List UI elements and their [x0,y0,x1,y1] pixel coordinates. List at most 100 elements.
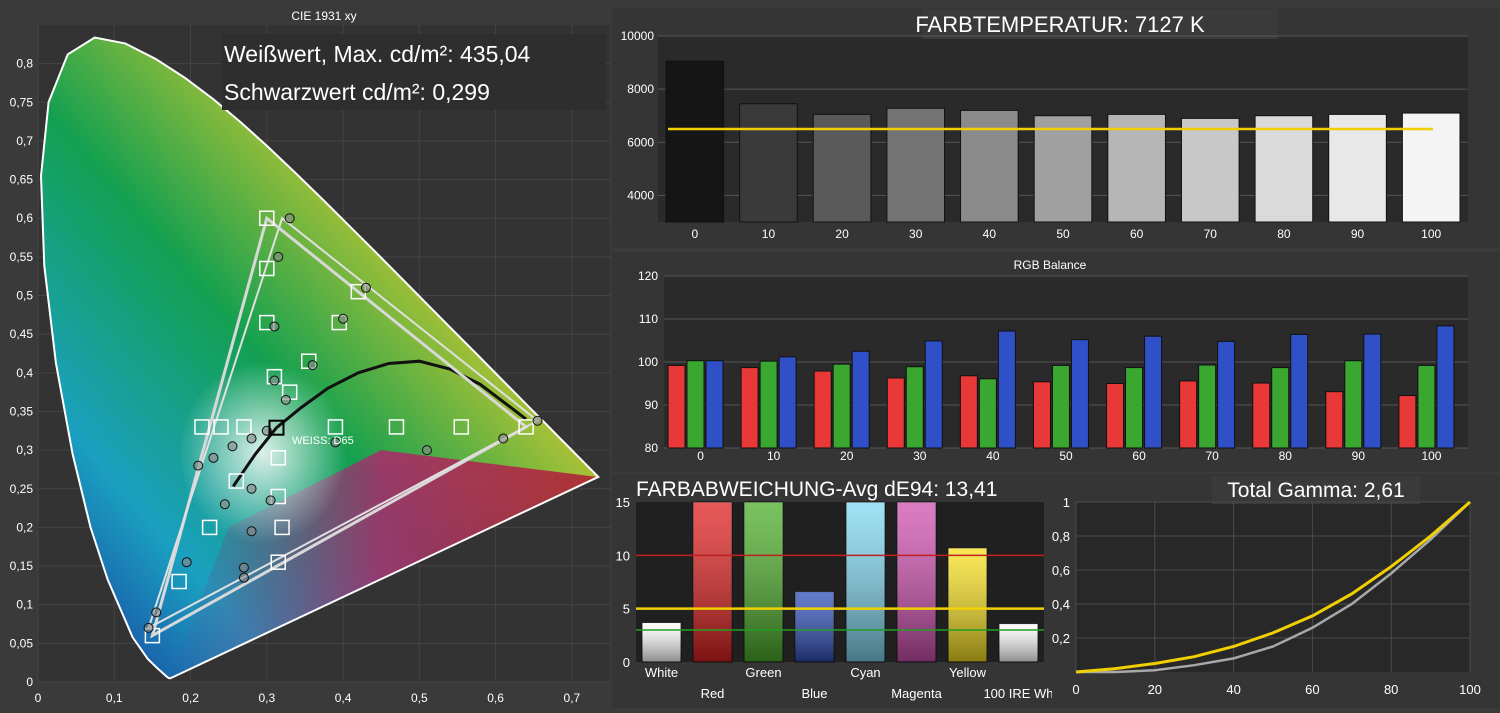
dev-y-ticks: 0 5 10 15 [616,495,630,670]
cie-y-tick: 0,2 [16,520,33,534]
rgb-bar [886,377,905,449]
measured-point-circle [284,213,295,224]
locus-white-region [162,296,403,557]
rgb-bar [1271,367,1290,449]
planckian-locus [231,359,528,488]
white-point-marker [268,419,285,436]
cie-y-tick: 0,6 [16,211,33,225]
measured-point-circle [269,375,280,386]
locus-overlays [162,296,599,679]
dev-bar-shade [948,547,987,662]
target-point-square [194,419,210,435]
rgb-bar [1290,333,1309,449]
ct-bar [960,109,1019,223]
rgb-bar [978,378,997,449]
rgb-bar [959,375,978,449]
gamma-x-tick: 60 [1305,682,1319,697]
cie-y-tick: 0,65 [10,173,34,187]
white-point-label: WEISS: D65 [292,435,354,447]
gamma-x-tick: 0 [1072,682,1079,697]
measured-point-circle [360,282,371,293]
target-point-square [327,419,344,435]
gamma-plot-area [1076,502,1470,672]
gamma-x-tick: 20 [1148,682,1162,697]
gamma-x-tick: 80 [1384,682,1398,697]
measured-point-circle [338,313,349,324]
cie-y-tick: 0,5 [16,289,33,303]
measured-point-circle [238,572,249,583]
dev-x-ticks: White Red Green Blue Cyan Magenta Yellow 100 IR… [645,665,1054,701]
gamma-y-tick: 1 [1063,495,1070,510]
target-point-square [228,473,245,489]
ct-y-tick: 6000 [627,135,654,149]
dev-x-tick: Magenta [891,686,942,701]
measured-point-circle [269,321,280,332]
rgb-bar [1051,364,1070,449]
target-point-square [270,554,286,570]
ct-x-tick: 60 [1130,227,1144,241]
luminance-info-box [222,34,606,110]
ct-x-tick: 10 [762,227,776,241]
ct-bar [1254,115,1314,223]
gamma-line [1076,501,1471,674]
measured-point-circle [193,460,204,471]
gamma-y-ticks: 0,2 0,4 0,6 0,8 1 [1052,495,1070,646]
ct-bar [886,107,946,223]
target-point-square [453,419,470,435]
rgb-bar [667,364,686,449]
measured-point-circle [280,394,291,405]
dev-y-tick: 0 [623,655,630,670]
cie-y-tick: 0,55 [10,250,34,264]
rgb-x-tick: 80 [1279,449,1293,463]
rgb-x-tick: 10 [767,449,781,463]
gamma-y-tick: 0,4 [1052,597,1070,612]
ct-y-tick: 8000 [627,82,654,96]
ct-bar [1401,112,1461,223]
dev-y-tick: 15 [616,495,630,510]
rgb-bar [813,370,832,449]
measured-point-circle [532,415,543,426]
dev-bar-shade [897,502,936,662]
rgb-bar [1032,381,1051,449]
dev-x-tick: 100 IRE Wh [983,686,1053,701]
cie-chart: CIE 1931 xy 0 0,1 0,2 0,3 0,4 0,5 0,6 0,7 0 0,05… [0,0,610,708]
rgb-bar [832,363,851,449]
cie-y-tick: 0,05 [10,636,34,650]
target-point-square [270,450,286,466]
color-deviation-chart: FARBABWEICHUNG-Avg dE94: 13,41 White Red G… [612,474,1054,708]
cie-y-tick: 0,4 [16,366,33,380]
rgb-bar [1125,367,1144,449]
cie-y-tick: 0,8 [16,57,33,71]
target-point-square [213,419,229,435]
cie-y-tick: 0,15 [10,559,34,573]
rgb-bar [1363,333,1382,449]
target-point-square [518,419,534,435]
spectral-locus [39,36,601,680]
rgb-bar [778,356,797,449]
gamma-line [1075,500,1471,674]
measured-point-circle [227,441,238,452]
gamma-y-tick: 0,6 [1052,563,1070,578]
ct-x-tick: 90 [1351,227,1365,241]
target-point-square [236,419,252,435]
dev-x-tick: Cyan [850,665,880,680]
rgb-x-tick: 40 [986,449,1000,463]
rgb-bar [1106,383,1125,449]
rgb-bar [1070,339,1089,449]
cie-y-tick: 0,25 [10,482,34,496]
rgb-y-tick: 110 [639,312,658,326]
rgb-bar [1344,360,1363,449]
measured-point-circle [246,526,257,537]
cie-y-tick: 0,7 [16,134,33,148]
rgb-bar [924,340,943,449]
measured-point-circle [246,483,257,494]
ct-x-ticks: 0 10 20 30 40 50 60 70 80 90 100 [691,227,1441,241]
rgb-x-tick: 30 [913,449,927,463]
measured-point-circle [246,433,257,444]
ct-x-tick: 80 [1277,227,1291,241]
rgb-x-tick: 0 [697,449,704,463]
locus-outline [39,36,601,680]
dev-bar-shade [693,502,732,662]
target-point-square [201,519,218,536]
ct-title: FARBTEMPERATUR: 7127 K [915,12,1205,37]
